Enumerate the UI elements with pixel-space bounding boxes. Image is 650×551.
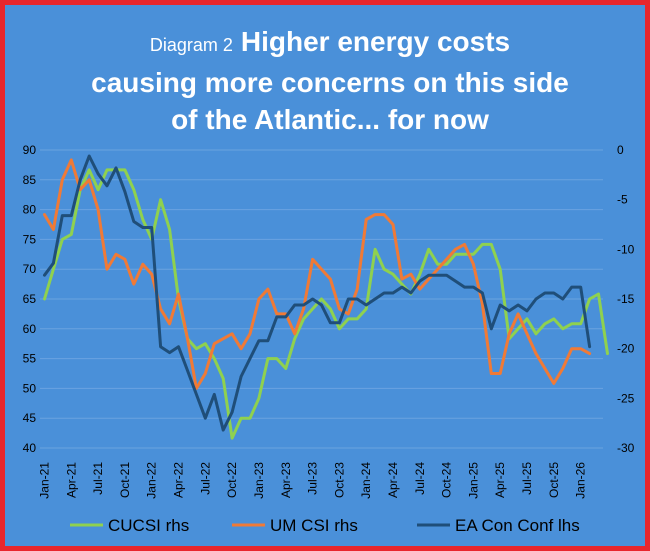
title-line-2: causing more concerns on this side	[91, 67, 569, 98]
x-tick-label: Oct-24	[440, 462, 454, 498]
series-lines	[43, 154, 609, 440]
x-tick-label: Jul-24	[413, 462, 427, 495]
x-tick-label: Jul-23	[306, 462, 320, 495]
x-tick-label: Jan-26	[574, 462, 588, 499]
right-tick-label: -5	[617, 193, 628, 207]
x-tick-label: Jan-22	[145, 462, 159, 499]
left-tick-label: 75	[23, 232, 37, 246]
series-line-3	[43, 154, 592, 432]
series-line-2	[43, 158, 592, 390]
diagram-label: Diagram 2	[149, 35, 233, 55]
legend-label: UM CSI rhs	[270, 516, 358, 535]
left-tick-label: 40	[23, 441, 37, 455]
title-line-3: of the Atlantic... for now	[171, 104, 489, 135]
x-tick-label: Apr-23	[279, 462, 293, 498]
x-tick-label: Apr-24	[386, 462, 400, 498]
x-tick-label: Jul-21	[91, 462, 105, 495]
right-tick-label: -30	[617, 441, 635, 455]
x-tick-label: Apr-22	[172, 462, 186, 498]
x-tick-label: Oct-22	[225, 462, 239, 498]
left-tick-label: 85	[23, 173, 37, 187]
left-tick-label: 55	[23, 352, 37, 366]
left-tick-label: 65	[23, 292, 37, 306]
right-tick-label: 0	[617, 143, 624, 157]
x-tick-label: Apr-21	[64, 462, 78, 498]
left-tick-label: 50	[23, 381, 37, 395]
x-tick-label: Jan-25	[466, 462, 480, 499]
left-tick-label: 60	[23, 322, 37, 336]
x-tick-label: Jan-23	[252, 462, 266, 499]
x-tick-label: Oct-25	[547, 462, 561, 498]
chart-title: Diagram 2 Higher energy costs causing mor…	[5, 23, 650, 138]
legend-label: CUCSI rhs	[108, 516, 189, 535]
x-tick-label: Oct-21	[118, 462, 132, 498]
x-tick-label: Apr-25	[493, 462, 507, 498]
right-tick-label: -20	[617, 342, 635, 356]
left-axis-ticks: 40 45 50 55 60 65 70 75 80 85 90	[23, 143, 37, 455]
x-tick-label: Jul-25	[520, 462, 534, 495]
right-axis-ticks: -30 -25 -20 -15 -10 -5 0	[617, 143, 635, 455]
title-line-1: Higher energy costs	[240, 26, 511, 57]
x-axis-ticks: Jan-21 Apr-21 Jul-21 Oct-21 Jan-22 Apr-22 Jul-…	[37, 462, 587, 499]
left-tick-label: 90	[23, 143, 37, 157]
series-line-1	[43, 168, 609, 440]
legend: CUCSI rhs UM CSI rhs EA Con Conf lhs	[70, 516, 580, 535]
right-tick-label: -25	[617, 391, 635, 405]
left-tick-label: 45	[23, 411, 37, 425]
left-tick-label: 80	[23, 203, 37, 217]
x-tick-label: Oct-23	[332, 462, 346, 498]
x-tick-label: Jul-22	[198, 462, 212, 495]
legend-label: EA Con Conf lhs	[455, 516, 580, 535]
left-tick-label: 70	[23, 262, 37, 276]
x-tick-label: Jan-21	[37, 462, 51, 499]
right-tick-label: -10	[617, 242, 635, 256]
right-tick-label: -15	[617, 292, 635, 306]
x-tick-label: Jan-24	[359, 462, 373, 499]
